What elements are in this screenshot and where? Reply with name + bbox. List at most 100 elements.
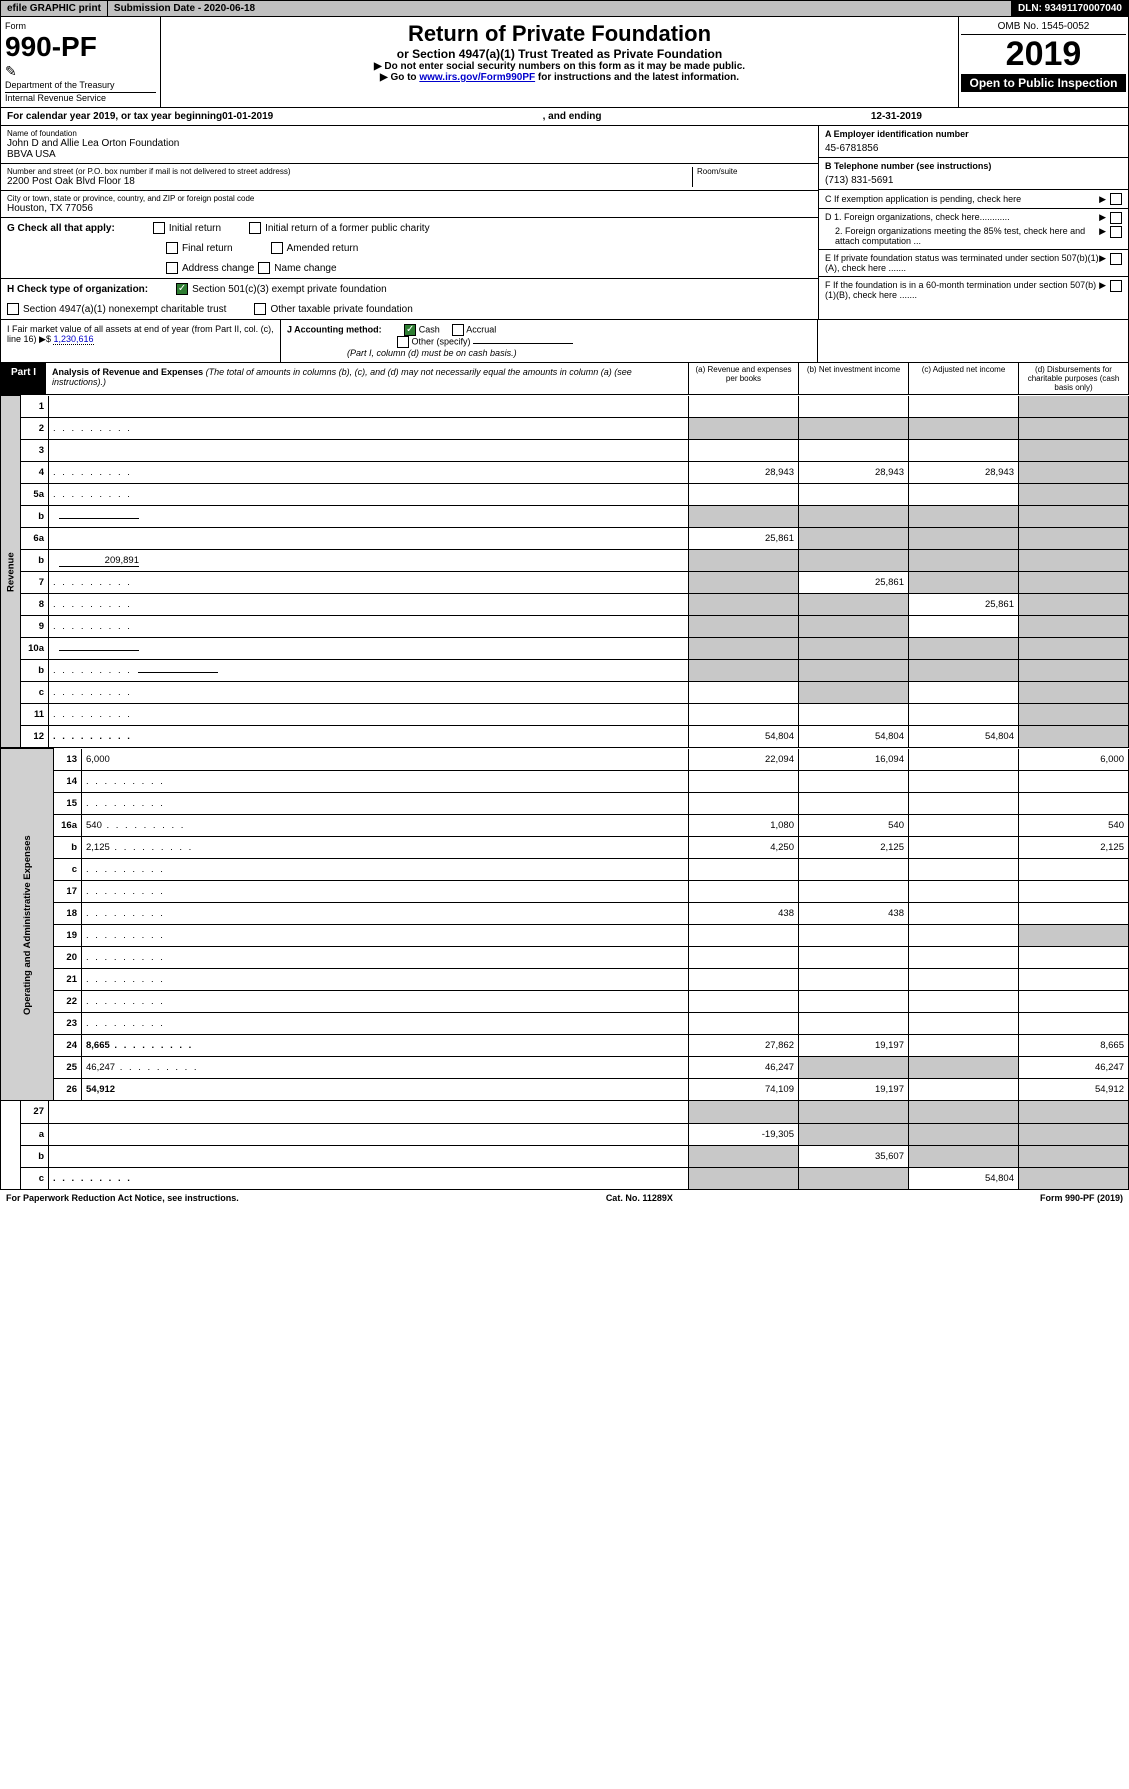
- amt-b: [799, 771, 909, 793]
- pad-cell: [1, 1145, 21, 1167]
- f-repeat: [818, 320, 1128, 362]
- cb-amended[interactable]: [271, 242, 283, 254]
- cal-end: 12-31-2019: [871, 111, 922, 122]
- amt-a: 1,080: [689, 815, 799, 837]
- phone-value: (713) 831-5691: [825, 175, 1122, 186]
- line-number: 2: [21, 418, 49, 440]
- info-grid: Name of foundation John D and Allie Lea …: [0, 126, 1129, 320]
- amt-c: [909, 881, 1019, 903]
- line-desc: [82, 771, 689, 793]
- amt-a: 25,861: [689, 528, 799, 550]
- line-number: b: [21, 660, 49, 682]
- amt-b: [799, 1101, 909, 1123]
- amt-c: [909, 837, 1019, 859]
- cb-other-taxable[interactable]: [254, 303, 266, 315]
- amt-d: [1019, 396, 1129, 418]
- address-cell: Number and street (or P.O. box number if…: [1, 164, 818, 191]
- line-desc: 209,891: [49, 550, 689, 572]
- note2: ▶ Go to www.irs.gov/Form990PF for instru…: [165, 72, 954, 83]
- cb-name[interactable]: [258, 262, 270, 274]
- line-desc: [49, 484, 689, 506]
- omb-number: OMB No. 1545-0052: [961, 19, 1126, 35]
- line-number: 16a: [54, 815, 82, 837]
- cb-initial-former[interactable]: [249, 222, 261, 234]
- amt-d: [1019, 991, 1129, 1013]
- amt-c: [909, 484, 1019, 506]
- amt-d: [1019, 682, 1129, 704]
- amt-a: [689, 991, 799, 1013]
- pad-cell: [1, 1101, 21, 1123]
- amt-a: [689, 925, 799, 947]
- line-number: 8: [21, 594, 49, 616]
- amt-c: [909, 418, 1019, 440]
- opt-name: Name change: [274, 263, 336, 274]
- amt-b: [799, 1123, 909, 1145]
- amt-b: [799, 1167, 909, 1189]
- cb-d2[interactable]: [1110, 226, 1122, 238]
- cal-begin: 01-01-2019: [222, 111, 273, 122]
- amt-d: [1019, 550, 1129, 572]
- amt-b: 19,197: [799, 1079, 909, 1101]
- line-number: b: [21, 550, 49, 572]
- line-number: 1: [21, 396, 49, 418]
- cb-d1[interactable]: [1110, 212, 1122, 224]
- amt-d: [1019, 440, 1129, 462]
- amt-d: [1019, 594, 1129, 616]
- amt-d: [1019, 881, 1129, 903]
- line-number: 22: [54, 991, 82, 1013]
- line-desc: 54,912: [82, 1079, 689, 1101]
- amt-c: [909, 704, 1019, 726]
- amt-d: [1019, 660, 1129, 682]
- revenue-table: Revenue123428,94328,94328,9435ab6a25,861…: [0, 395, 1129, 748]
- amt-c: [909, 660, 1019, 682]
- section-g: G Check all that apply: Initial return I…: [1, 218, 818, 279]
- amt-d: 54,912: [1019, 1079, 1129, 1101]
- name-label: Name of foundation: [7, 129, 812, 138]
- cb-initial-return[interactable]: [153, 222, 165, 234]
- line-desc: [82, 903, 689, 925]
- line-number: 20: [54, 947, 82, 969]
- amt-a: [689, 660, 799, 682]
- line-desc: [49, 1123, 689, 1145]
- amt-b: 28,943: [799, 462, 909, 484]
- amt-b: 438: [799, 903, 909, 925]
- form-header: Form 990-PF ✎ Department of the Treasury…: [0, 17, 1129, 108]
- cb-final[interactable]: [166, 242, 178, 254]
- amt-d: [1019, 1145, 1129, 1167]
- amt-c: [909, 1123, 1019, 1145]
- calendar-year-row: For calendar year 2019, or tax year begi…: [0, 108, 1129, 126]
- cb-other-method[interactable]: [397, 336, 409, 348]
- cb-501c3[interactable]: [176, 283, 188, 295]
- opt-4947: Section 4947(a)(1) nonexempt charitable …: [23, 304, 226, 315]
- amt-b: [799, 925, 909, 947]
- amt-a: [689, 594, 799, 616]
- amt-d: [1019, 793, 1129, 815]
- phone-cell: B Telephone number (see instructions) (7…: [819, 158, 1128, 190]
- line-number: 27: [21, 1101, 49, 1123]
- cb-f[interactable]: [1110, 280, 1122, 292]
- c-cell: C If exemption application is pending, c…: [819, 190, 1128, 209]
- cb-cash[interactable]: [404, 324, 416, 336]
- f-label: F If the foundation is in a 60-month ter…: [825, 280, 1099, 300]
- irs-link[interactable]: www.irs.gov/Form990PF: [419, 72, 535, 83]
- amt-d: 46,247: [1019, 1057, 1129, 1079]
- amt-c: [909, 1145, 1019, 1167]
- note2-post: for instructions and the latest informat…: [535, 72, 739, 83]
- amt-b: [799, 1013, 909, 1035]
- line-number: 6a: [21, 528, 49, 550]
- cb-accrual[interactable]: [452, 324, 464, 336]
- amt-d: [1019, 616, 1129, 638]
- line-number: 15: [54, 793, 82, 815]
- line-desc: [49, 1145, 689, 1167]
- amt-a: [689, 550, 799, 572]
- section-j: J Accounting method: Cash Accrual Other …: [281, 320, 818, 362]
- cb-address[interactable]: [166, 262, 178, 274]
- line-desc: 6,000: [82, 749, 689, 771]
- cb-e[interactable]: [1110, 253, 1122, 265]
- form-title: Return of Private Foundation: [165, 21, 954, 47]
- line-desc: [49, 594, 689, 616]
- cb-4947[interactable]: [7, 303, 19, 315]
- form-label: Form: [5, 21, 156, 31]
- cb-c[interactable]: [1110, 193, 1122, 205]
- amt-a: [689, 506, 799, 528]
